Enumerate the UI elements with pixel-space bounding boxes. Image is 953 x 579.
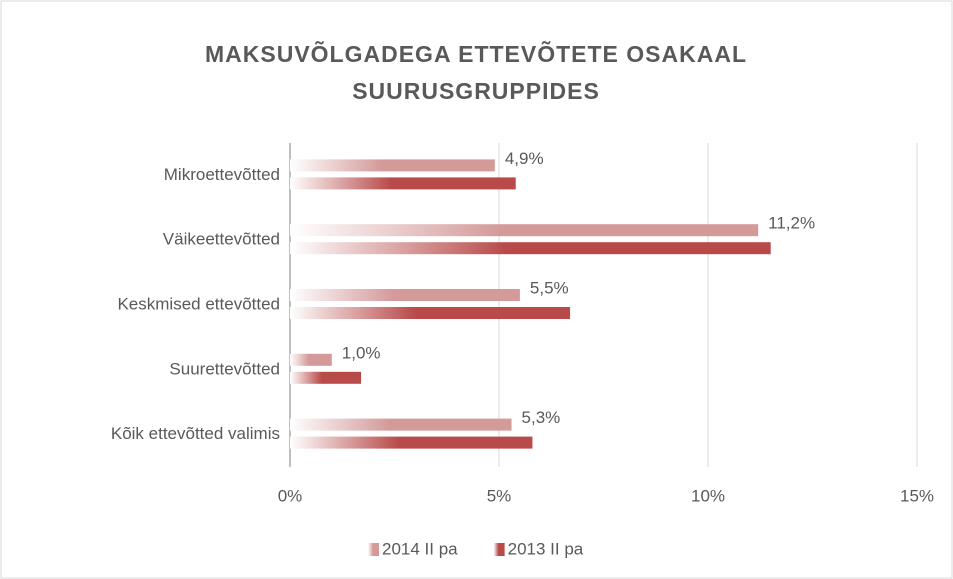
chart-title: SUURUSGRUPPIDES [352, 78, 600, 104]
legend-swatch [493, 543, 505, 556]
y-tick-label: Väikeettevõtted [163, 230, 280, 249]
bar [290, 289, 520, 301]
chart-title: MAKSUVÕLGADEGA ETTEVÕTETE OSAKAAL [205, 40, 747, 67]
y-tick-label: Mikroettevõtted [164, 165, 280, 184]
bar [290, 418, 512, 431]
bar [290, 371, 362, 384]
bar [290, 224, 759, 237]
legend-label: 2014 II pa [382, 539, 458, 558]
data-label: 11,2% [768, 214, 815, 233]
data-label: 5,3% [522, 408, 561, 427]
data-label: 5,5% [530, 278, 569, 297]
x-tick-label: 10% [691, 486, 725, 505]
legend-label: 2013 II pa [508, 539, 584, 558]
y-tick-label: Suurettevõtted [169, 359, 280, 378]
bar [290, 307, 571, 319]
y-tick-label: Kõik ettevõtted valimis [111, 424, 280, 443]
bar [290, 159, 495, 172]
legend-swatch [368, 543, 379, 556]
x-tick-label: 15% [900, 486, 934, 505]
bar [290, 177, 516, 190]
y-tick-label: Keskmised ettevõtted [117, 294, 280, 313]
x-tick-label: 0% [278, 486, 303, 505]
bar [290, 436, 533, 449]
data-label: 4,9% [505, 149, 544, 168]
x-tick-label: 5% [487, 486, 512, 505]
bar [290, 242, 771, 255]
bar [290, 353, 332, 366]
data-label: 1,0% [342, 343, 381, 362]
